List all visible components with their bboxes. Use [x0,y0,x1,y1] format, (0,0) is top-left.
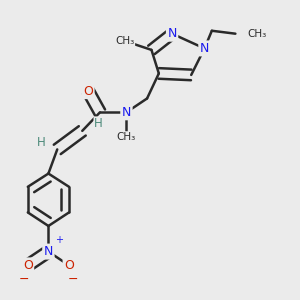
Text: −: − [67,273,78,286]
Text: N: N [200,42,209,55]
Text: CH₃: CH₃ [115,36,135,46]
Text: CH₃: CH₃ [117,132,136,142]
Text: H: H [37,136,45,148]
Text: CH₃: CH₃ [247,29,266,39]
Text: N: N [44,245,53,258]
Text: N: N [122,106,131,119]
Text: −: − [19,273,29,286]
Text: O: O [23,259,33,272]
Text: H: H [94,117,103,130]
Text: O: O [64,259,74,272]
Text: N: N [167,27,177,40]
Text: +: + [55,235,63,245]
Text: O: O [83,85,93,98]
